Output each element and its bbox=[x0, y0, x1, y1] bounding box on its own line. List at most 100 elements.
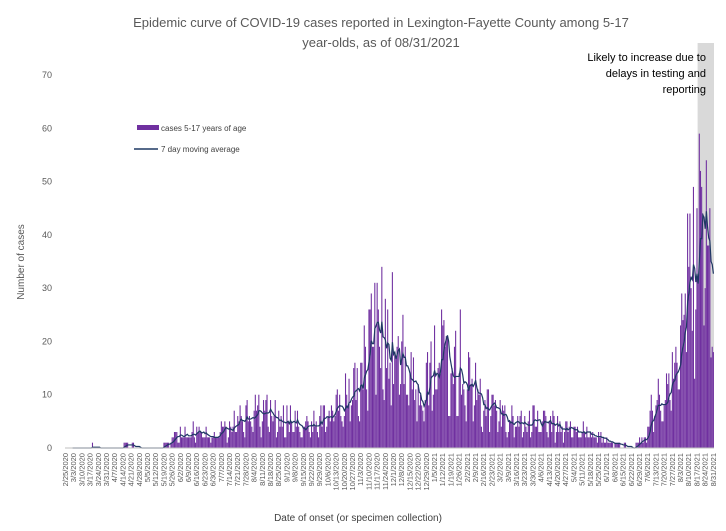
bar bbox=[204, 437, 206, 448]
x-tick-label: 1/12/2021 bbox=[438, 453, 447, 486]
x-tick-label: 5/5/2020 bbox=[143, 453, 152, 482]
bar bbox=[566, 421, 568, 448]
bar bbox=[579, 437, 581, 448]
bar bbox=[339, 394, 341, 448]
bar bbox=[388, 378, 390, 448]
x-tick-label: 11/3/2020 bbox=[356, 453, 365, 486]
bar bbox=[662, 421, 664, 448]
bar bbox=[371, 346, 374, 448]
bar bbox=[279, 426, 281, 448]
bar bbox=[518, 426, 520, 448]
bar bbox=[595, 437, 597, 448]
bar bbox=[561, 426, 563, 448]
bar bbox=[417, 384, 419, 448]
bar bbox=[305, 421, 307, 448]
bar bbox=[419, 394, 422, 448]
bar bbox=[238, 421, 240, 448]
bar bbox=[281, 426, 283, 448]
x-tick-label: 12/1/2020 bbox=[389, 453, 398, 486]
bar bbox=[588, 437, 590, 448]
bar bbox=[589, 432, 591, 448]
x-tick-label: 2/25/2020 bbox=[61, 453, 70, 486]
y-axis: 0 10 20 30 40 50 60 70 bbox=[42, 70, 52, 453]
bar bbox=[615, 442, 617, 448]
bar bbox=[441, 309, 443, 448]
bar bbox=[329, 421, 331, 448]
bar bbox=[306, 416, 308, 448]
bar bbox=[494, 400, 497, 448]
bar bbox=[294, 410, 296, 448]
bar bbox=[366, 389, 368, 448]
bar bbox=[307, 421, 309, 448]
x-tick-label: 10/13/2020 bbox=[332, 453, 341, 491]
bar bbox=[226, 442, 228, 448]
bar bbox=[340, 416, 342, 448]
bar bbox=[463, 389, 465, 448]
bar bbox=[190, 437, 192, 448]
bar bbox=[491, 394, 493, 448]
bar bbox=[236, 432, 238, 448]
bar bbox=[701, 186, 703, 448]
bar bbox=[648, 426, 650, 448]
bar bbox=[197, 432, 199, 448]
bar bbox=[445, 336, 447, 448]
x-tick-label: 9/8/2020 bbox=[291, 453, 300, 482]
bar bbox=[350, 405, 352, 448]
bar bbox=[635, 442, 637, 448]
bar bbox=[401, 341, 403, 448]
bar bbox=[227, 437, 229, 448]
x-tick-label: 11/17/2020 bbox=[373, 453, 382, 490]
x-tick-label: 6/2/2020 bbox=[176, 453, 185, 482]
bar bbox=[452, 384, 454, 448]
bar bbox=[387, 309, 389, 448]
x-tick-label: 4/20/2021 bbox=[553, 453, 562, 486]
bar bbox=[544, 410, 546, 448]
bar bbox=[477, 389, 479, 448]
x-tick-label: 4/6/2021 bbox=[537, 453, 546, 482]
legend-label-cases: cases 5-17 years of age bbox=[161, 124, 247, 133]
x-tick-label: 6/30/2020 bbox=[209, 453, 218, 486]
bar bbox=[308, 432, 310, 448]
bar bbox=[443, 320, 445, 448]
bar bbox=[428, 405, 430, 448]
bar bbox=[316, 432, 318, 448]
bar bbox=[656, 400, 658, 448]
bar bbox=[245, 405, 247, 448]
bar bbox=[205, 426, 207, 448]
bar bbox=[467, 352, 470, 448]
bar bbox=[291, 421, 293, 448]
bar bbox=[682, 320, 684, 448]
bar bbox=[680, 325, 682, 448]
bar bbox=[650, 394, 652, 448]
x-tick-label: 3/10/2020 bbox=[77, 453, 86, 486]
bar bbox=[555, 432, 557, 448]
bar bbox=[567, 432, 569, 448]
bar bbox=[434, 325, 436, 448]
bar bbox=[697, 282, 699, 448]
bar bbox=[562, 442, 564, 448]
bar bbox=[183, 437, 185, 448]
bar bbox=[232, 426, 234, 448]
bar bbox=[548, 421, 550, 448]
bar bbox=[665, 373, 668, 448]
bar bbox=[560, 432, 562, 448]
bar bbox=[342, 426, 344, 448]
x-tick-label: 5/4/2021 bbox=[569, 453, 578, 482]
bar bbox=[349, 421, 351, 448]
bar bbox=[530, 437, 532, 448]
bar bbox=[400, 384, 402, 448]
bar bbox=[594, 437, 596, 448]
bar bbox=[519, 416, 521, 448]
bar bbox=[320, 405, 322, 448]
x-tick-label: 4/27/2021 bbox=[561, 453, 570, 486]
bar bbox=[391, 272, 393, 448]
bar bbox=[328, 410, 330, 448]
x-tick-label: 8/18/2020 bbox=[266, 453, 275, 486]
x-tick-label: 11/10/2020 bbox=[364, 453, 373, 490]
bar bbox=[600, 432, 602, 448]
y-tick-label: 0 bbox=[47, 443, 52, 453]
bar bbox=[237, 416, 239, 448]
x-tick-label: 6/1/2021 bbox=[602, 453, 611, 482]
bar bbox=[478, 394, 480, 448]
chart-title-line-1: Epidemic curve of COVID-19 cases reporte… bbox=[133, 15, 629, 30]
